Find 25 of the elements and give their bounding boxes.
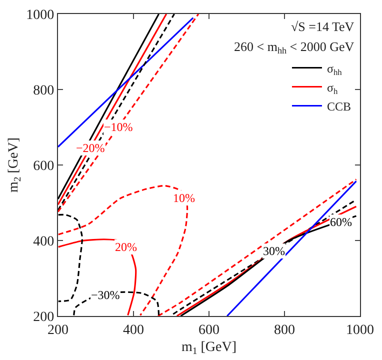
x-tick-label: 400	[123, 322, 144, 338]
line-series	[58, 238, 137, 316]
y-tick-label: 600	[33, 158, 54, 174]
legend-label: σ$_{hh}$	[326, 61, 343, 77]
line-series	[58, 214, 83, 302]
annotation: 60%	[330, 215, 352, 229]
annotation: 10%	[173, 191, 195, 205]
y-tick-label: 1000	[26, 8, 54, 23]
y-tick-label: 200	[33, 310, 54, 325]
legend-label: σ$_{h}$	[326, 80, 338, 96]
x-tick-label: 800	[274, 322, 295, 338]
x-tick-label: 200	[48, 322, 68, 338]
annotation: 20%	[115, 240, 137, 254]
annotation: √S =14 TeV	[291, 19, 355, 34]
legend-label: CCB	[326, 99, 351, 114]
y-tick-label: 400	[33, 234, 54, 250]
x-tick-label: 600	[198, 322, 220, 338]
annotation: 260 < m$_{hh}$ < 2000 GeV	[234, 39, 355, 56]
annotation: 30%	[263, 244, 285, 258]
x-axis-title: m$_{1}$ [GeV]	[181, 340, 237, 358]
annotation: −20%	[76, 141, 105, 155]
annotation: −30%	[91, 288, 120, 302]
x-tick-label: 1000	[346, 322, 374, 338]
annotation: −10%	[104, 120, 133, 134]
y-tick-label: 800	[33, 83, 54, 98]
